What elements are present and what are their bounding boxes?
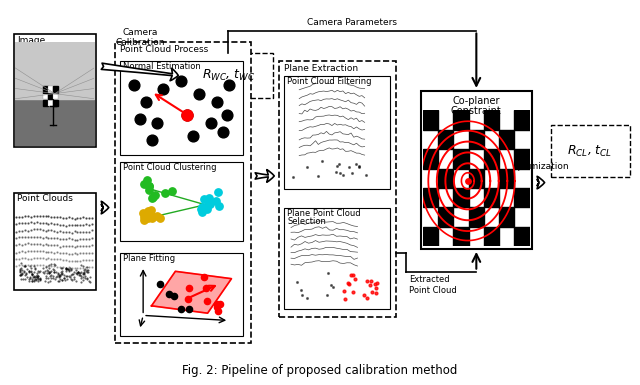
Text: Image: Image: [17, 36, 45, 45]
Text: Point Cloud Filtering: Point Cloud Filtering: [287, 77, 372, 86]
FancyBboxPatch shape: [279, 61, 396, 317]
FancyBboxPatch shape: [284, 76, 390, 189]
FancyBboxPatch shape: [184, 53, 273, 98]
FancyBboxPatch shape: [120, 162, 243, 241]
Text: optimization: optimization: [513, 162, 570, 171]
FancyBboxPatch shape: [13, 192, 96, 290]
Text: Camera
Calibration: Camera Calibration: [115, 28, 164, 47]
Text: Plane Fitting: Plane Fitting: [123, 254, 175, 263]
Text: Point Cloud Clustering: Point Cloud Clustering: [123, 164, 216, 172]
Text: Plane Point Cloud: Plane Point Cloud: [287, 209, 361, 218]
Text: $R_{CL}$, $t_{CL}$: $R_{CL}$, $t_{CL}$: [568, 144, 612, 159]
Text: Co-planer: Co-planer: [452, 97, 500, 106]
FancyBboxPatch shape: [284, 208, 390, 309]
FancyBboxPatch shape: [550, 125, 630, 177]
Text: Selection: Selection: [287, 217, 326, 226]
FancyBboxPatch shape: [421, 91, 532, 249]
Text: Plane Extraction: Plane Extraction: [284, 64, 358, 73]
FancyBboxPatch shape: [115, 42, 250, 343]
Text: Normal Estimation: Normal Estimation: [123, 62, 201, 71]
Text: $R_{WC}$, $t_{WC}$: $R_{WC}$, $t_{WC}$: [202, 68, 255, 83]
Text: Point Cloud Process: Point Cloud Process: [120, 45, 208, 54]
FancyBboxPatch shape: [120, 61, 243, 155]
Text: Point Clouds: Point Clouds: [17, 194, 73, 203]
Text: Extracted
Point Cloud: Extracted Point Cloud: [409, 275, 457, 295]
FancyBboxPatch shape: [13, 34, 96, 147]
Text: Fig. 2: Pipeline of proposed calibration method: Fig. 2: Pipeline of proposed calibration…: [182, 364, 458, 377]
FancyBboxPatch shape: [120, 253, 243, 336]
Text: Constraint: Constraint: [451, 106, 502, 116]
Text: Camera Parameters: Camera Parameters: [307, 18, 397, 27]
